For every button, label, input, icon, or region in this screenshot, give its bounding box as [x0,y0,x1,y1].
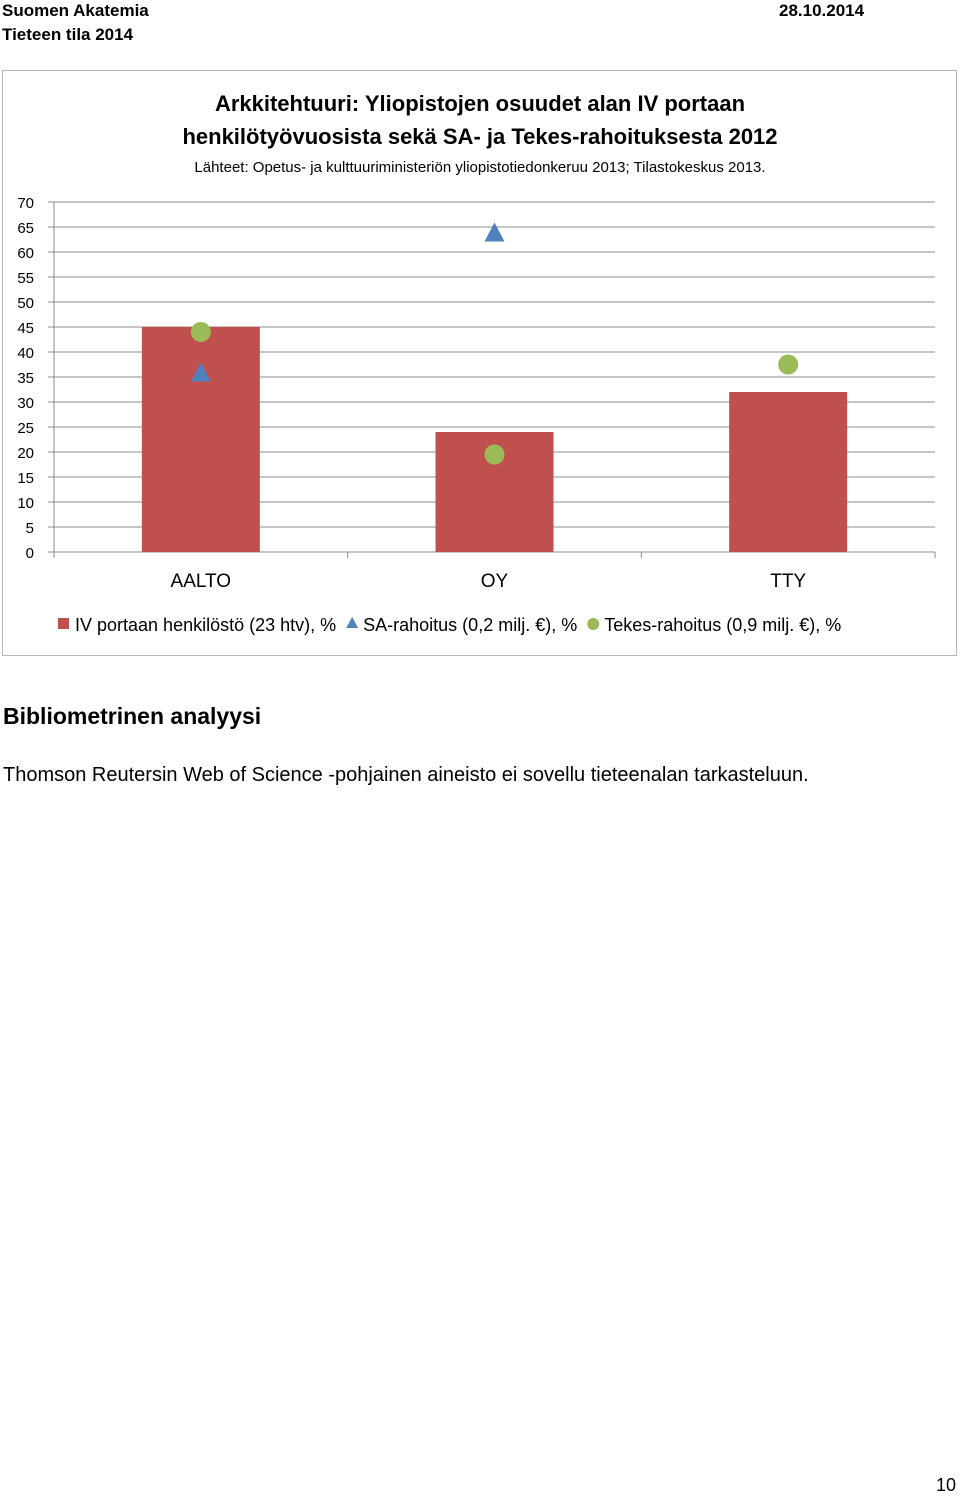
y-tick-label: 60 [17,245,34,262]
tekes-marker-oy [484,444,505,465]
y-tick-label: 65 [17,220,34,237]
chart-title-line-1: Arkkitehtuuri: Yliopistojen osuudet alan… [215,91,745,116]
y-tick-label: 30 [17,395,34,412]
y-tick-label: 20 [17,445,34,462]
sa-marker-oy [484,222,505,242]
y-tick-label: 25 [17,420,34,437]
section-heading: Bibliometrinen analyysi [3,703,262,729]
legend-label: Tekes-rahoitus (0,9 milj. €), % [604,615,841,635]
body-text: Thomson Reutersin Web of Science -pohjai… [3,764,809,786]
bar-tty [729,392,848,552]
bar-chart: Arkkitehtuuri: Yliopistojen osuudet alan… [17,91,936,635]
header-date: 28.10.2014 [779,1,865,20]
y-tick-label: 50 [17,295,34,312]
legend-key-triangle [346,617,359,628]
y-tick-label: 70 [17,195,34,212]
y-tick-label: 35 [17,370,34,387]
bar-aalto [141,327,260,552]
y-tick-label: 15 [17,470,34,487]
legend-label: IV portaan henkilöstö (23 htv), % [75,615,336,635]
chart-subtitle: Lähteet: Opetus- ja kulttuuriministeriön… [194,159,765,176]
x-tick-label: AALTO [171,571,232,592]
tekes-marker-aalto [190,322,211,342]
y-tick-label: 45 [17,320,34,337]
header-report: Tieteen tila 2014 [2,25,134,44]
legend-key-bar [58,618,69,629]
x-tick-label: TTY [770,571,806,592]
chart-title-line-2: henkilötyövuosista sekä SA- ja Tekes-rah… [182,124,777,149]
page-number: 10 [935,1475,956,1495]
y-tick-label: 0 [26,545,34,562]
tekes-marker-tty [778,354,799,375]
sa-marker-aalto [190,362,211,382]
y-tick-label: 55 [17,270,34,287]
y-tick-label: 10 [17,495,34,512]
y-tick-label: 40 [17,345,34,362]
y-tick-label: 5 [26,520,34,537]
header-org: Suomen Akatemia [2,1,149,20]
legend-label: SA-rahoitus (0,2 milj. €), % [363,615,577,635]
x-tick-label: OY [481,571,509,592]
legend-key-circle [587,618,600,630]
